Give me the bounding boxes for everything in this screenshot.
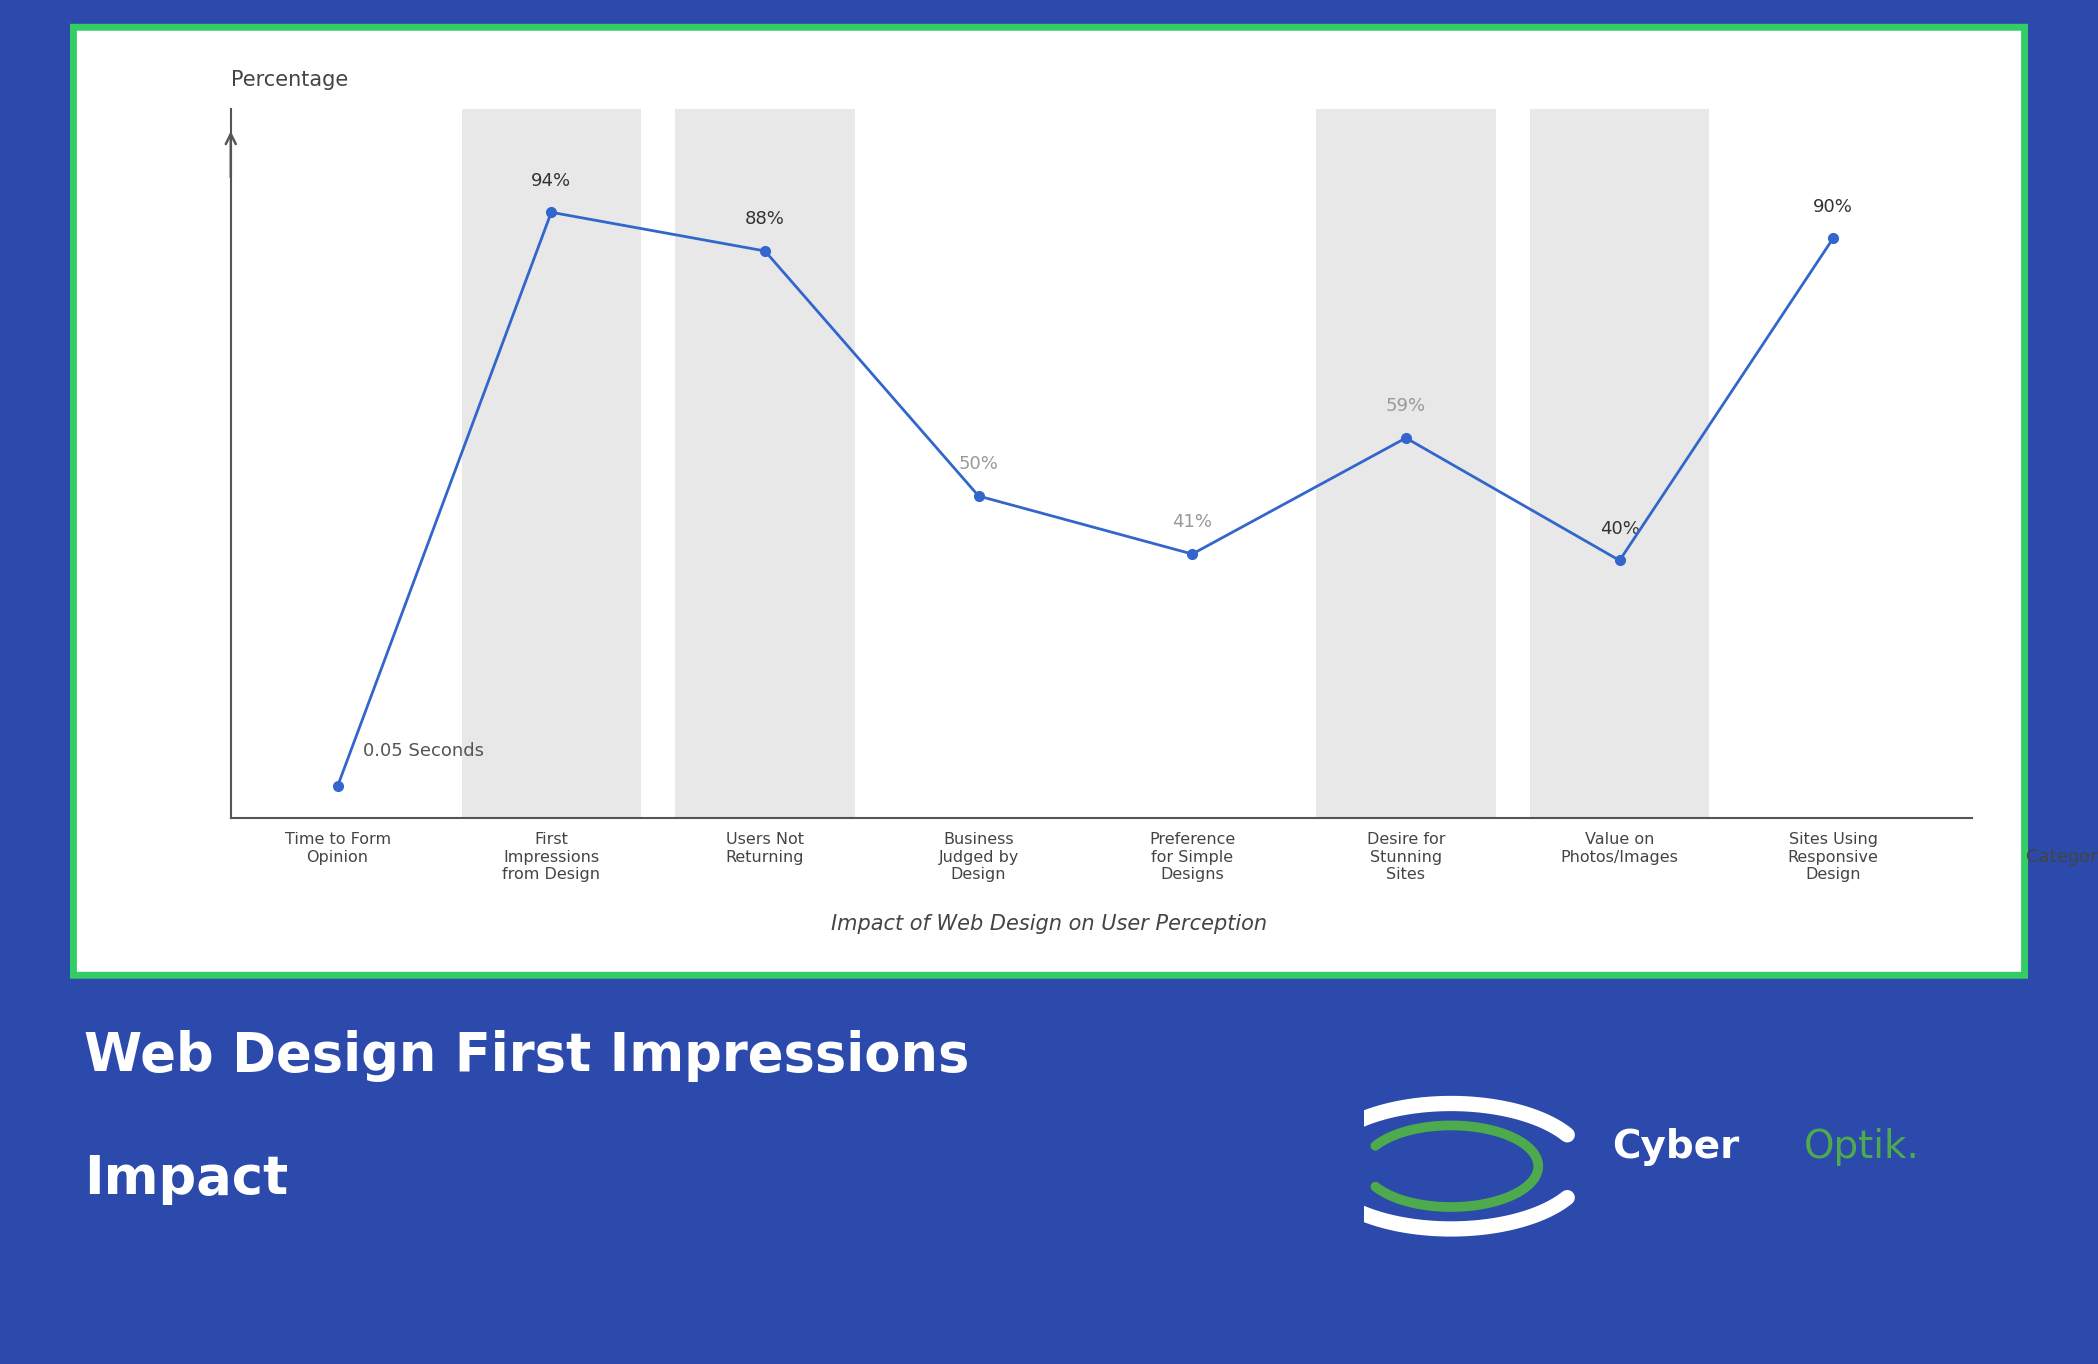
Bar [462, 109, 642, 818]
Text: Percentage: Percentage [231, 70, 348, 90]
FancyBboxPatch shape [73, 27, 2025, 975]
Text: 59%: 59% [1387, 397, 1427, 416]
Bar [676, 109, 854, 818]
Bar [1315, 109, 1496, 818]
Text: 90%: 90% [1813, 198, 1853, 216]
Bar [1529, 109, 1710, 818]
Text: 88%: 88% [745, 210, 785, 228]
Text: Web Design First Impressions: Web Design First Impressions [84, 1030, 969, 1082]
Text: Impact: Impact [84, 1153, 287, 1204]
Text: Categories: Categories [2025, 848, 2098, 866]
Text: 50%: 50% [959, 456, 999, 473]
Text: 94%: 94% [531, 172, 571, 190]
Text: 0.05 Seconds: 0.05 Seconds [363, 742, 485, 760]
Text: 40%: 40% [1599, 520, 1639, 537]
Text: Impact of Web Design on User Perception: Impact of Web Design on User Perception [831, 914, 1267, 934]
Text: Optik.: Optik. [1804, 1128, 1920, 1166]
Text: 41%: 41% [1173, 513, 1213, 532]
Text: Cyber: Cyber [1611, 1128, 1739, 1166]
